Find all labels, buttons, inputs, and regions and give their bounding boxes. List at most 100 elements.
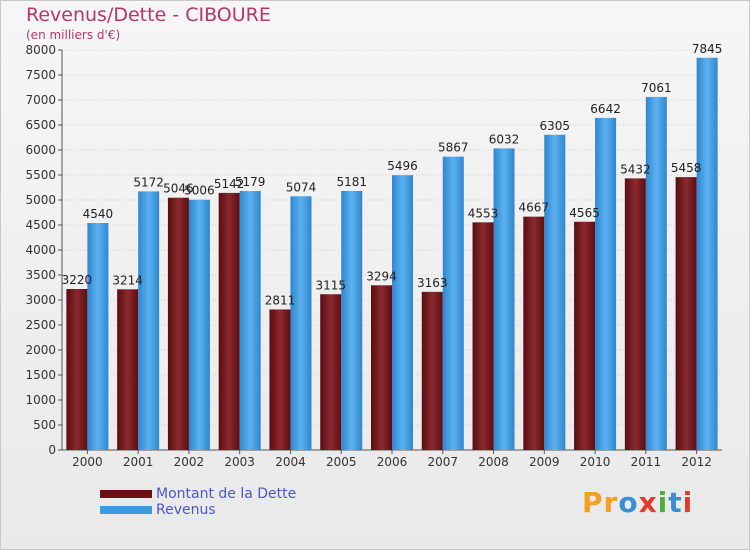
x-tick-label: 2004 — [275, 455, 306, 469]
legend-swatch-revenue — [100, 506, 152, 514]
y-tick-label: 2500 — [25, 318, 56, 332]
y-tick-label: 6500 — [25, 118, 56, 132]
legend-swatch-debt — [100, 490, 152, 498]
y-tick-label: 8000 — [25, 43, 56, 57]
chart-title: Revenus/Dette - CIBOURE — [26, 4, 271, 26]
y-tick-label: 2000 — [25, 343, 56, 357]
logo-letter: x — [638, 486, 658, 519]
x-tick-label: 2006 — [377, 455, 408, 469]
data-label-debt: 5432 — [620, 162, 651, 176]
logo-letter: i — [657, 486, 669, 519]
bar-debt — [218, 192, 240, 450]
x-tick-label: 2002 — [174, 455, 205, 469]
data-label-debt: 4565 — [569, 206, 600, 220]
x-tick-label: 2005 — [326, 455, 357, 469]
bar-revenue — [290, 196, 312, 450]
data-label-revenue: 5074 — [286, 180, 317, 194]
data-label-debt: 4667 — [519, 201, 550, 215]
x-tick-label: 2000 — [72, 455, 103, 469]
bar-debt — [66, 289, 88, 450]
data-label-debt: 3294 — [366, 269, 397, 283]
x-tick-label: 2007 — [427, 455, 458, 469]
bar-revenue — [544, 134, 566, 450]
logo-letter: r — [603, 486, 619, 519]
data-label-revenue: 4540 — [83, 207, 114, 221]
logo-letter: o — [618, 486, 639, 519]
y-tick-label: 3000 — [25, 293, 56, 307]
data-label-revenue: 5496 — [387, 159, 418, 173]
bar-debt — [117, 289, 139, 450]
y-tick-label: 0 — [48, 443, 56, 457]
y-tick-label: 5000 — [25, 193, 56, 207]
data-label-revenue: 5006 — [184, 184, 215, 198]
data-label-revenue: 5867 — [438, 141, 469, 155]
bar-debt — [320, 294, 342, 450]
data-label-debt: 4553 — [468, 206, 499, 220]
data-label-debt: 3214 — [112, 273, 143, 287]
data-label-revenue: 7061 — [641, 81, 672, 95]
bar-debt — [269, 309, 291, 450]
y-tick-label: 7500 — [25, 68, 56, 82]
y-tick-label: 1500 — [25, 368, 56, 382]
y-tick-label: 1000 — [25, 393, 56, 407]
legend-item-revenue: Revenus — [100, 502, 296, 518]
data-label-revenue: 5181 — [336, 175, 367, 189]
data-label-debt: 5046 — [163, 182, 194, 196]
data-label-revenue: 7845 — [692, 42, 723, 56]
bar-revenue — [493, 148, 515, 450]
data-label-debt: 2811 — [265, 293, 296, 307]
bar-revenue — [645, 96, 667, 450]
data-label-revenue: 6305 — [540, 119, 571, 133]
bar-revenue — [442, 156, 464, 450]
data-label-debt: 3163 — [417, 276, 448, 290]
x-tick-label: 2008 — [478, 455, 509, 469]
logo-letter: P — [582, 486, 604, 519]
bar-revenue — [696, 57, 718, 450]
logo-letter: t — [668, 486, 683, 519]
data-label-revenue: 6642 — [590, 102, 621, 116]
y-tick-label: 4000 — [25, 243, 56, 257]
bar-debt — [675, 177, 697, 450]
legend-item-debt: Montant de la Dette — [100, 486, 296, 502]
data-label-debt: 5142 — [214, 177, 245, 191]
data-label-debt: 5458 — [671, 161, 702, 175]
bar-revenue — [188, 199, 210, 450]
legend-label-debt: Montant de la Dette — [156, 486, 297, 502]
y-tick-label: 7000 — [25, 93, 56, 107]
x-tick-label: 2012 — [681, 455, 712, 469]
x-tick-label: 2009 — [529, 455, 560, 469]
legend-label-revenue: Revenus — [156, 502, 216, 518]
bar-debt — [421, 291, 443, 450]
data-label-debt: 3115 — [315, 278, 346, 292]
y-tick-label: 6000 — [25, 143, 56, 157]
data-label-revenue: 5172 — [133, 175, 164, 189]
y-tick-label: 4500 — [25, 218, 56, 232]
bar-debt — [371, 285, 392, 450]
chart-legend: Montant de la Dette Revenus — [100, 486, 296, 518]
bar-debt — [523, 216, 545, 450]
bar-debt — [167, 197, 189, 450]
bar-debt — [624, 178, 646, 450]
chart-subtitle: (en milliers d'€) — [26, 28, 121, 42]
data-label-revenue: 5179 — [235, 175, 266, 189]
proxiti-logo: Proxiti — [582, 486, 693, 519]
x-tick-label: 2010 — [580, 455, 611, 469]
y-tick-label: 500 — [33, 418, 56, 432]
x-tick-label: 2011 — [631, 455, 662, 469]
bar-debt — [472, 222, 494, 450]
y-tick-label: 5500 — [25, 168, 56, 182]
y-tick-label: 3500 — [25, 268, 56, 282]
bar-revenue — [392, 175, 413, 450]
bar-revenue — [138, 191, 160, 450]
x-tick-label: 2001 — [123, 455, 154, 469]
logo-letter: i — [682, 486, 694, 519]
data-label-revenue: 6032 — [489, 132, 520, 146]
data-label-debt: 3220 — [62, 273, 93, 287]
bar-revenue — [341, 190, 363, 450]
bar-debt — [574, 221, 596, 450]
bar-revenue — [87, 223, 109, 450]
bar-revenue — [595, 117, 617, 451]
x-tick-label: 2003 — [224, 455, 255, 469]
bar-revenue — [239, 191, 261, 451]
